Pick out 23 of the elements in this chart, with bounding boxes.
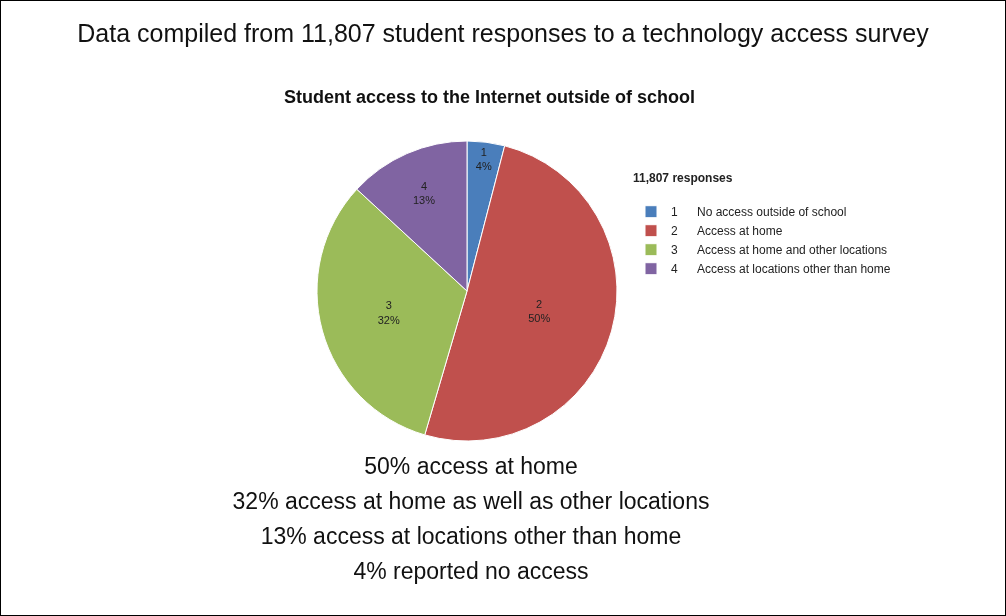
- chart-subtitle: Student access to the Internet outside of school: [284, 87, 696, 107]
- text: 4% reported no access: [352, 557, 590, 586]
- text: 50% access at home: [363, 452, 579, 481]
- slice-label: 1: [480, 145, 487, 158]
- data-label: 4%: [475, 160, 492, 173]
- slice-label: 3: [385, 299, 392, 312]
- text: No access outside of school: [697, 204, 847, 219]
- data-label: 50%: [528, 312, 551, 325]
- legend-label: 3: [671, 243, 678, 258]
- legend-label: 2: [671, 224, 678, 239]
- data-label: 13%: [412, 194, 436, 207]
- text: Access at home: [697, 223, 783, 238]
- slice-label: 2: [536, 297, 543, 310]
- text: 13% access at locations other than home: [259, 522, 683, 551]
- chart-title: Data compiled from 11,807 student responses to a technology access survey: [77, 18, 930, 47]
- legend-title: 11,807 responses: [633, 170, 733, 185]
- data-label: 32%: [377, 313, 400, 326]
- legend-label: 4: [671, 262, 678, 277]
- slice-label: 4: [420, 179, 428, 192]
- text: Access at home and other locations: [697, 242, 888, 257]
- text: Access at locations other than home: [697, 261, 891, 276]
- legend-label: 1: [671, 205, 678, 220]
- text: 32% access at home as well as other locations: [231, 487, 711, 516]
